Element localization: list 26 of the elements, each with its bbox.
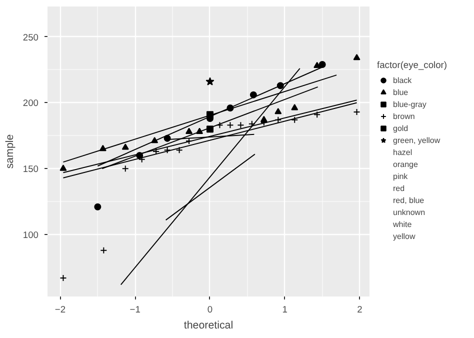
- text: unknown: [393, 206, 426, 218]
- x-tick-label: −2: [54, 304, 66, 314]
- legend-label: gold: [393, 122, 410, 134]
- y-tick-label: 250: [22, 32, 39, 42]
- text: orange: [393, 158, 418, 170]
- x-tick-label: 1: [282, 304, 288, 314]
- legend-label: green, yellow: [393, 134, 440, 146]
- y-tick-label: 100: [22, 230, 39, 240]
- x-axis-title: theoretical: [184, 320, 234, 332]
- legend-label: brown: [393, 110, 415, 122]
- text: pink: [393, 170, 409, 182]
- text: red, blue: [393, 194, 424, 206]
- text: white: [393, 218, 413, 230]
- text: yellow: [393, 230, 416, 242]
- legend-label: blue-gray: [393, 98, 426, 110]
- legend-title: factor(eye_color): [377, 60, 447, 70]
- legend-label: blue: [393, 86, 410, 98]
- x-tick-label: 0: [207, 304, 213, 314]
- x-tick-label: 2: [357, 304, 362, 314]
- x-tick-label: −1: [130, 304, 140, 314]
- legend-label: black: [393, 74, 413, 86]
- y-axis-title: sample: [4, 134, 16, 169]
- y-tick-label: 150: [22, 164, 39, 174]
- text: red: [393, 182, 406, 194]
- text: hazel: [393, 146, 413, 158]
- y-tick-label: 200: [22, 98, 39, 108]
